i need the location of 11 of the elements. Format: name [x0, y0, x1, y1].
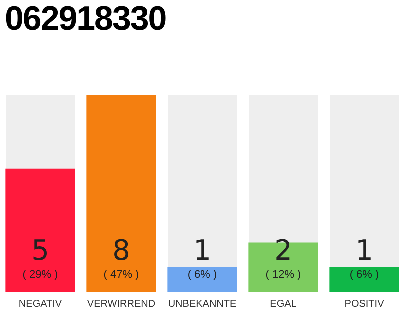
data-label: 5 ( 29% ): [22, 234, 58, 281]
x-tick-label: POSITIV: [344, 298, 385, 310]
chart-title: 062918330: [5, 0, 166, 39]
data-label: 1 ( 6% ): [350, 234, 380, 281]
x-tick-label: NEGATIV: [18, 298, 62, 310]
x-tick-label: UNBEKANNTE: [168, 298, 237, 310]
data-label: 8 ( 47% ): [104, 234, 140, 281]
x-tick-label: EGAL: [270, 298, 298, 310]
x-tick-label: VERWIRREND: [87, 298, 156, 310]
data-label: 2 ( 12% ): [266, 234, 302, 281]
data-label: 1 ( 6% ): [188, 234, 218, 281]
